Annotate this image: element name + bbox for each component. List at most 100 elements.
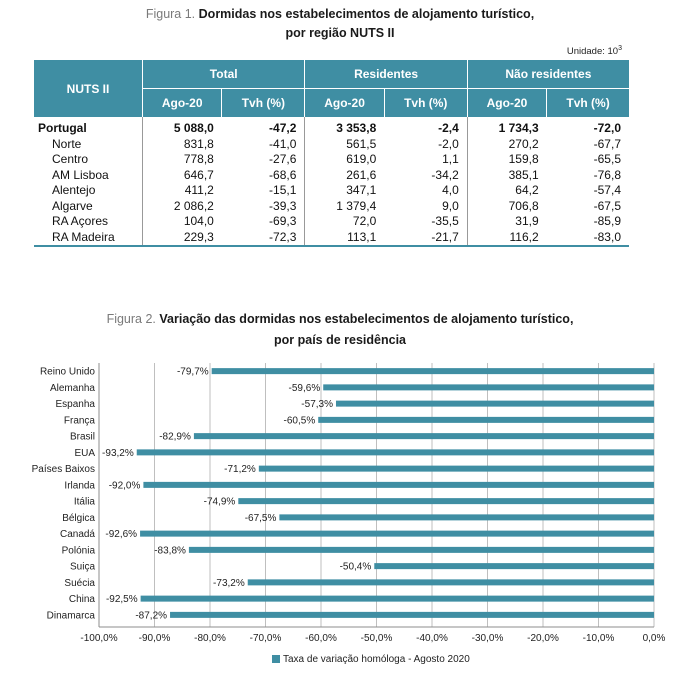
category-label: Canadá: [60, 529, 95, 540]
region-name: RA Açores: [52, 214, 109, 229]
x-tick-label: -60,0%: [305, 633, 337, 644]
table-row: Portugal 5 088,0 -47,2 3 353,8 -2,4 1 734,3 -7…: [34, 117, 629, 137]
table-cell: 1 379,4: [304, 198, 385, 214]
data-label: -92,5%: [106, 594, 138, 605]
bar: [258, 465, 654, 472]
region-name: Norte: [52, 136, 82, 151]
table-cell: 159,8: [466, 152, 547, 168]
table-cell: 347,1: [304, 183, 385, 199]
figure1-title-line1: Figura 1. Dormidas nos estabelecimentos …: [0, 6, 680, 22]
table-cell: -57,4: [593, 183, 621, 198]
unit-text: Unidade: 10: [566, 46, 619, 58]
table-cell: 831,8: [141, 136, 222, 152]
table-cell: 2 086,2: [141, 198, 222, 214]
table-row: Norte 831,8 -41,0 561,5 -2,0 270,2 -67,7: [34, 136, 629, 152]
table-cell: 619,0: [304, 152, 385, 168]
table-row: RA Madeira 229,3 -72,3 113,1 -21,7 116,2 -83,0: [34, 229, 629, 247]
table-cell: 270,2: [466, 136, 547, 152]
table-cell: -39,3: [269, 198, 297, 213]
category-label: Irlanda: [64, 480, 95, 491]
table-cell: 9,0: [442, 198, 459, 213]
data-label: -59,6%: [289, 383, 321, 394]
table-cell: 113,1: [304, 229, 385, 247]
data-label: -50,4%: [340, 562, 372, 573]
table-cell: -72,3: [221, 229, 305, 247]
figure2-title-line2: por país de residência: [0, 332, 680, 348]
table-cell: 116,2: [466, 229, 547, 247]
bar: [279, 514, 654, 521]
subheader: Tvh (%): [546, 88, 629, 117]
data-label: -92,0%: [109, 480, 141, 491]
category-label: Espanha: [56, 399, 96, 410]
category-label: Reino Unido: [40, 367, 95, 378]
bar: [247, 579, 655, 586]
table-cell: -72,0: [593, 121, 621, 136]
table-cell: 706,8: [466, 198, 547, 214]
category-label: Polónia: [62, 545, 96, 556]
category-label: Itália: [74, 497, 96, 508]
table-row: Alentejo 411,2 -15,1 347,1 4,0 64,2 -57,4: [34, 183, 629, 199]
data-label: -82,9%: [159, 432, 191, 443]
table-cell: 646,7: [141, 167, 222, 183]
table-cell: -34,2: [431, 167, 459, 182]
table-cell: -83,0: [546, 229, 629, 247]
category-label: Alemanha: [50, 383, 95, 394]
table-cell: 104,0: [141, 214, 222, 230]
data-label: -93,2%: [102, 448, 134, 459]
category-label: Suécia: [64, 578, 95, 589]
table-cell: 385,1: [466, 167, 547, 183]
figure2-subtitle: por país de residência: [274, 333, 406, 347]
table-cell: 778,8: [141, 152, 222, 168]
region-name: RA Madeira: [34, 229, 143, 247]
subheader: Ago-20: [304, 88, 385, 117]
data-label: -57,3%: [301, 399, 333, 410]
figure2-label: Figura 2.: [106, 312, 156, 326]
data-label: -74,9%: [204, 497, 236, 508]
data-label: -60,5%: [284, 415, 316, 426]
region-name: AM Lisboa: [52, 167, 109, 182]
bar: [140, 530, 654, 537]
table-row: Centro 778,8 -27,6 619,0 1,1 159,8 -65,5: [34, 152, 629, 168]
bar: [170, 611, 655, 618]
region-name: Portugal: [38, 121, 87, 136]
x-tick-label: -20,0%: [527, 633, 559, 644]
table-cell: -2,4: [438, 121, 459, 136]
figure1-title: Dormidas nos estabelecimentos de alojame…: [198, 7, 535, 21]
table-cell: -68,6: [269, 167, 297, 182]
x-tick-label: 0,0%: [643, 633, 666, 644]
table-cell: 229,3: [141, 229, 222, 247]
data-label: -73,2%: [213, 578, 245, 589]
table-cell: 411,2: [141, 183, 222, 199]
table-cell: -21,7: [384, 229, 468, 247]
bar: [318, 416, 654, 423]
table-cell: -27,6: [269, 152, 297, 167]
figure1-title-line2: por região NUTS II: [0, 25, 680, 41]
table-row: Algarve 2 086,2 -39,3 1 379,4 9,0 706,8 -67,5: [34, 198, 629, 214]
figure1-label: Figura 1.: [145, 7, 196, 21]
table-cell: -85,9: [593, 214, 621, 229]
bar: [193, 433, 654, 440]
bar: [335, 400, 654, 407]
subheader: Ago-20: [466, 88, 547, 117]
data-label: -83,8%: [154, 545, 186, 556]
table-cell: 1 734,3: [466, 117, 547, 137]
figure2-title: Variação das dormidas nos estabeleciment…: [159, 312, 574, 326]
x-tick-label: -80,0%: [194, 633, 226, 644]
region-name: Algarve: [52, 198, 93, 213]
table-cell: 261,6: [304, 167, 385, 183]
table-cell: 64,2: [466, 183, 547, 199]
x-tick-label: -50,0%: [361, 633, 393, 644]
table-cell: 72,0: [304, 214, 385, 230]
table-cell: -76,8: [593, 167, 621, 182]
table-cell: 31,9: [466, 214, 547, 230]
nuts-table: NUTS II Total Residentes Não residentes …: [34, 60, 629, 247]
header-nao-residentes: Não residentes: [466, 60, 629, 89]
bar-chart: -100,0% -90,0% -80,0% -70,0% -60,0% -50,0% -40…: [32, 363, 666, 665]
data-label: -79,7%: [177, 367, 209, 378]
unit-label: Unidade: 103: [567, 45, 622, 57]
header-nuts: NUTS II: [34, 60, 143, 117]
category-label: EUA: [74, 448, 95, 459]
bar: [140, 595, 654, 602]
table-cell: -2,0: [438, 136, 459, 151]
data-label: -92,6%: [105, 529, 137, 540]
